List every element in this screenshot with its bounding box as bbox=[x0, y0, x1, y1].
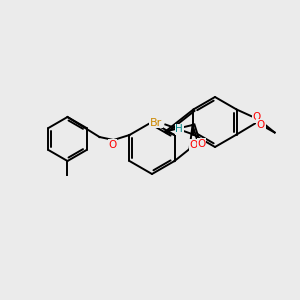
Text: O: O bbox=[256, 119, 265, 130]
Text: Br: Br bbox=[150, 118, 163, 128]
Text: O: O bbox=[197, 139, 206, 149]
Text: H: H bbox=[176, 124, 183, 134]
Text: O: O bbox=[189, 140, 198, 150]
Text: O: O bbox=[253, 112, 261, 122]
Text: O: O bbox=[108, 140, 117, 150]
